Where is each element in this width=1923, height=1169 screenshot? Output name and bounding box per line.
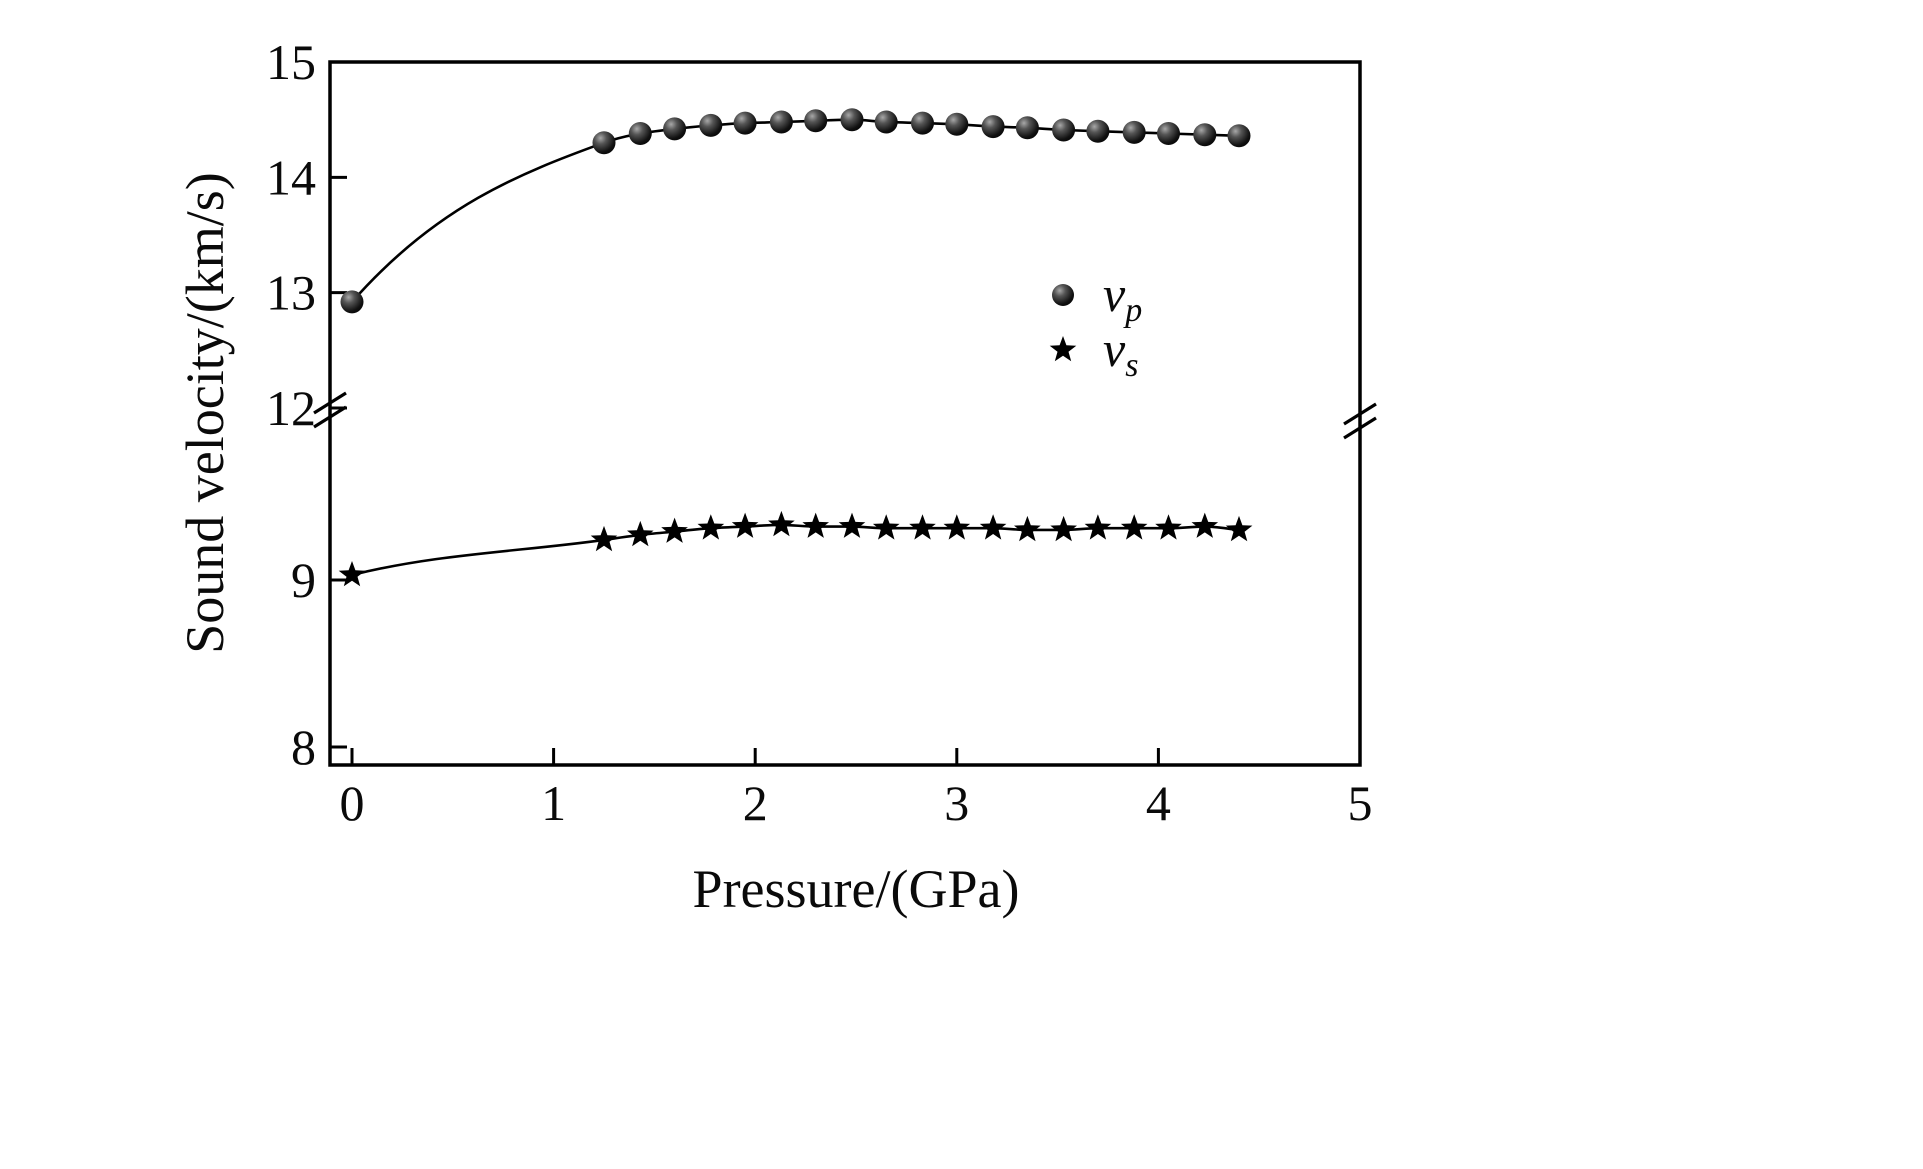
vs-data-point [627, 520, 654, 547]
vp-data-point [628, 122, 652, 145]
vp-data-point [699, 113, 723, 137]
vp-data-point [874, 110, 898, 134]
vs-data-point [590, 525, 618, 552]
vs-data-point [802, 512, 829, 538]
vs-markers [338, 510, 1253, 587]
legend-vs-marker-icon [1049, 336, 1077, 362]
y-axis-tick-label: 12 [266, 380, 316, 436]
vp-data-point [1157, 122, 1180, 145]
vp-data-point [911, 111, 934, 135]
vs-data-point [979, 514, 1007, 540]
legend-vp-marker-icon [1052, 284, 1074, 306]
y-axis-tick-label: 8 [291, 719, 316, 775]
x-axis-tick-label: 5 [1348, 775, 1373, 831]
vp-data-point [1227, 124, 1251, 148]
x-axis-tick-label: 3 [944, 775, 969, 831]
vs-data-point [768, 510, 795, 537]
x-axis-tick-label: 1 [541, 775, 566, 831]
vs-data-point [1155, 514, 1182, 540]
x-axis-tick-label: 4 [1146, 775, 1171, 831]
vs-data-point [731, 512, 759, 538]
vs-data-point [909, 514, 936, 540]
x-axis-tick-label: 2 [743, 775, 768, 831]
vp-data-point [1052, 118, 1076, 142]
y-axis-tick-label: 14 [266, 149, 316, 205]
y-axis-break-left-icon [313, 391, 347, 429]
vs-data-point [338, 561, 366, 587]
vs-data-point [1120, 514, 1148, 540]
legend-vp-label: vp [1103, 266, 1142, 329]
vs-data-point [1225, 515, 1253, 542]
vp-data-point [945, 112, 969, 136]
vp-data-point [592, 131, 616, 155]
y-axis-tick-label: 15 [266, 34, 316, 90]
vp-markers [340, 108, 1251, 314]
vp-data-point [840, 108, 864, 132]
vs-curve [351, 523, 1240, 577]
x-axis-tick-label: 0 [340, 775, 365, 831]
vp-data-point [733, 111, 757, 135]
y-axis-break-right-icon [1343, 402, 1377, 440]
vp-data-point [1122, 120, 1146, 144]
vs-data-point [943, 514, 971, 540]
vs-data-point [1084, 514, 1112, 540]
vp-data-point [1015, 116, 1039, 140]
vp-data-point [981, 115, 1005, 139]
vp-data-point [340, 290, 364, 314]
vs-data-point [1050, 515, 1077, 542]
legend-vs-label: vs [1103, 321, 1138, 384]
x-axis-title: Pressure/(GPa) [692, 859, 1020, 919]
vp-data-point [663, 117, 687, 141]
y-axis-title: Sound velocity/(km/s) [175, 172, 235, 654]
plot-frame [328, 60, 1362, 767]
vp-data-point [1086, 119, 1110, 143]
vs-data-point [838, 512, 866, 538]
axis-ticks [330, 60, 1362, 765]
vp-data-point [804, 109, 828, 133]
y-axis-tick-label: 9 [291, 552, 316, 608]
vp-data-point [769, 110, 793, 134]
vp-data-point [1193, 123, 1217, 147]
vs-data-point [1014, 515, 1041, 542]
vs-data-point [872, 514, 900, 540]
vs-data-point [1191, 512, 1219, 538]
vs-data-point [697, 514, 725, 540]
y-axis-tick-label: 13 [266, 265, 316, 321]
vs-data-point [661, 517, 688, 543]
